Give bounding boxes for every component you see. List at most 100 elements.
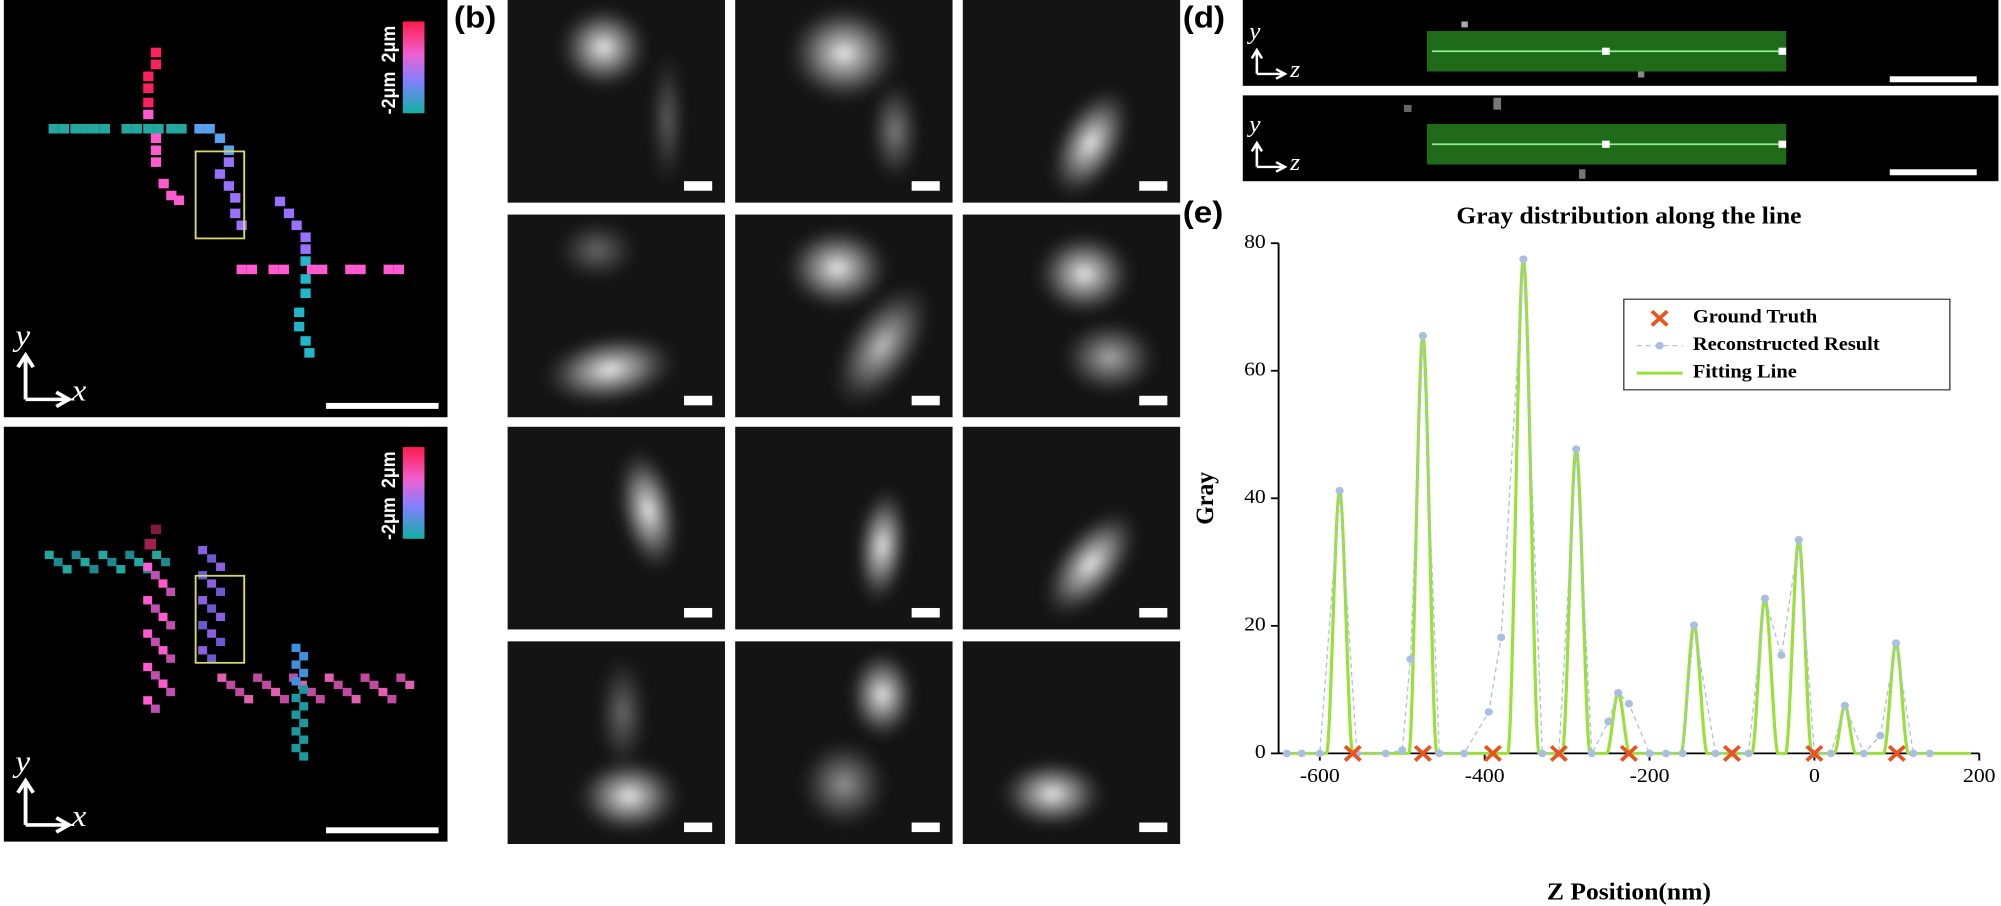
- psf-tile: [962, 641, 1181, 845]
- reconstructed-point: [1297, 749, 1306, 758]
- pixel: [48, 123, 59, 134]
- scale-bar: [684, 181, 713, 191]
- ground-truth-marker: [1887, 744, 1906, 762]
- reconstructed-point: [1587, 749, 1596, 758]
- pixel: [198, 621, 208, 630]
- pixel: [393, 264, 405, 275]
- pixel: [166, 654, 176, 663]
- ground-truth-marker: [1805, 744, 1824, 762]
- pixel: [299, 718, 309, 728]
- colorbar-max: 2μm: [377, 451, 399, 488]
- legend-label: Ground Truth: [1693, 306, 1817, 327]
- panel-c-image: [3, 426, 448, 842]
- pixel: [158, 579, 168, 588]
- pixel: [369, 680, 379, 690]
- pixel: [150, 47, 162, 58]
- scale-bar: [684, 822, 713, 833]
- reconstructed-point: [1624, 699, 1634, 708]
- pixel: [198, 596, 208, 605]
- pixel: [53, 557, 63, 567]
- scale-bar: [911, 822, 940, 833]
- pixel: [223, 181, 234, 191]
- pixel: [207, 654, 217, 663]
- pixel: [166, 621, 176, 630]
- psf-tile: [507, 426, 725, 630]
- pixel: [89, 123, 100, 134]
- pixel: [143, 123, 154, 134]
- reconstructed-point: [1335, 486, 1344, 495]
- pixel: [71, 550, 81, 560]
- pixel: [150, 571, 160, 580]
- pixel: [291, 643, 301, 653]
- pixel: [207, 604, 217, 613]
- pixel: [150, 157, 162, 167]
- y-tick-label: 0: [1255, 740, 1266, 763]
- pixel: [198, 545, 208, 555]
- speck: [1461, 21, 1468, 28]
- legend-swatch: [1655, 341, 1664, 350]
- pixel: [294, 307, 305, 318]
- psf-blob: [557, 4, 650, 91]
- reconstructed-point: [1435, 749, 1444, 758]
- pixel: [158, 646, 168, 655]
- colorbar: [402, 21, 425, 114]
- pixel: [143, 696, 153, 705]
- axis-y: y: [1246, 19, 1260, 45]
- reconstructed-point: [1406, 655, 1415, 663]
- reconstructed-point: [1891, 639, 1901, 647]
- pixel: [207, 629, 217, 638]
- scale-bar: [911, 607, 940, 618]
- tile-bg: [507, 426, 725, 630]
- pixel: [58, 123, 70, 134]
- reconstructed-point: [1689, 621, 1699, 630]
- pixel: [268, 264, 279, 275]
- axis-x: x: [71, 373, 88, 408]
- panel-d: y z y z: [1242, 0, 1999, 182]
- axis-x: x: [71, 798, 88, 833]
- ground-truth-marker: [1650, 309, 1669, 327]
- roi-box: [194, 574, 246, 664]
- reconstructed-point: [1604, 717, 1613, 726]
- marker-stroke: [1619, 744, 1638, 762]
- pixel: [306, 264, 318, 275]
- psf-blob: [575, 756, 683, 836]
- pixel: [216, 587, 226, 597]
- psf-blob: [868, 77, 922, 185]
- ground-truth-marker: [1549, 744, 1568, 762]
- pixel: [98, 550, 108, 560]
- panel-label: (a): [6, 0, 47, 34]
- pixel: [143, 97, 154, 108]
- pixel: [300, 244, 311, 254]
- reconstructed-point: [1538, 749, 1547, 758]
- pixel: [173, 195, 185, 206]
- trajectory-pixels: [48, 47, 405, 358]
- pixel: [333, 680, 343, 690]
- ground-truth-marker: [1483, 744, 1502, 762]
- pixel: [300, 336, 311, 346]
- psf-tile: [962, 426, 1181, 630]
- pixel: [236, 264, 247, 275]
- reconstructed-point: [1645, 749, 1654, 758]
- reconstructed-point: [1315, 749, 1324, 758]
- psf-blob: [847, 648, 917, 742]
- pixel: [143, 109, 154, 120]
- pixel: [153, 123, 164, 134]
- x-tick-label: 200: [1963, 764, 1996, 787]
- pixel: [143, 83, 154, 93]
- x-tick-label: -600: [1300, 764, 1340, 787]
- roi-box: [194, 150, 246, 240]
- pixel: [150, 133, 162, 144]
- pixel: [143, 596, 153, 605]
- pixel: [150, 604, 160, 613]
- pixel: [217, 673, 227, 682]
- reconstructed-point: [1381, 749, 1390, 758]
- pixel: [150, 704, 160, 713]
- speck: [1579, 169, 1586, 179]
- psf-tile: [735, 0, 953, 203]
- psf-tile: [962, 214, 1181, 418]
- pixel: [383, 264, 394, 275]
- pixel: [44, 550, 54, 560]
- pixel: [345, 264, 356, 275]
- axis-arrows: [16, 777, 73, 834]
- axis-y: y: [1246, 112, 1260, 138]
